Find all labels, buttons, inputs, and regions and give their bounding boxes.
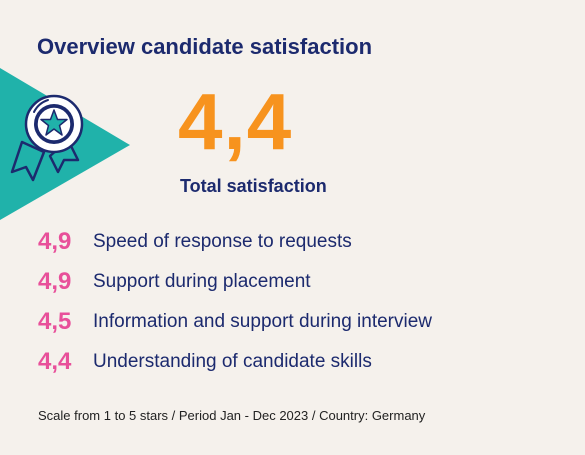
total-score: 4,4 bbox=[178, 77, 293, 166]
list-item: 4,9 Speed of response to requests bbox=[38, 222, 432, 262]
metric-label: Support during placement bbox=[93, 271, 311, 292]
total-score-label: Total satisfaction bbox=[180, 176, 327, 196]
award-ribbon-icon bbox=[0, 68, 130, 220]
metric-label: Information and support during interview bbox=[93, 311, 433, 332]
metric-score: 4,9 bbox=[38, 268, 72, 295]
list-item: 4,5 Information and support during inter… bbox=[38, 302, 432, 342]
metric-score: 4,4 bbox=[38, 348, 72, 375]
footnote: Scale from 1 to 5 stars / Period Jan - D… bbox=[38, 408, 426, 423]
metrics-list: 4,9 Speed of response to requests 4,9 Su… bbox=[38, 222, 432, 382]
page-title: Overview candidate satisfaction bbox=[37, 34, 373, 59]
list-item: 4,9 Support during placement bbox=[38, 262, 432, 302]
list-item: 4,4 Understanding of candidate skills bbox=[38, 342, 432, 382]
metric-label: Understanding of candidate skills bbox=[93, 351, 372, 372]
metric-score: 4,5 bbox=[38, 308, 72, 335]
metric-label: Speed of response to requests bbox=[93, 231, 352, 252]
metric-score: 4,9 bbox=[38, 228, 72, 255]
